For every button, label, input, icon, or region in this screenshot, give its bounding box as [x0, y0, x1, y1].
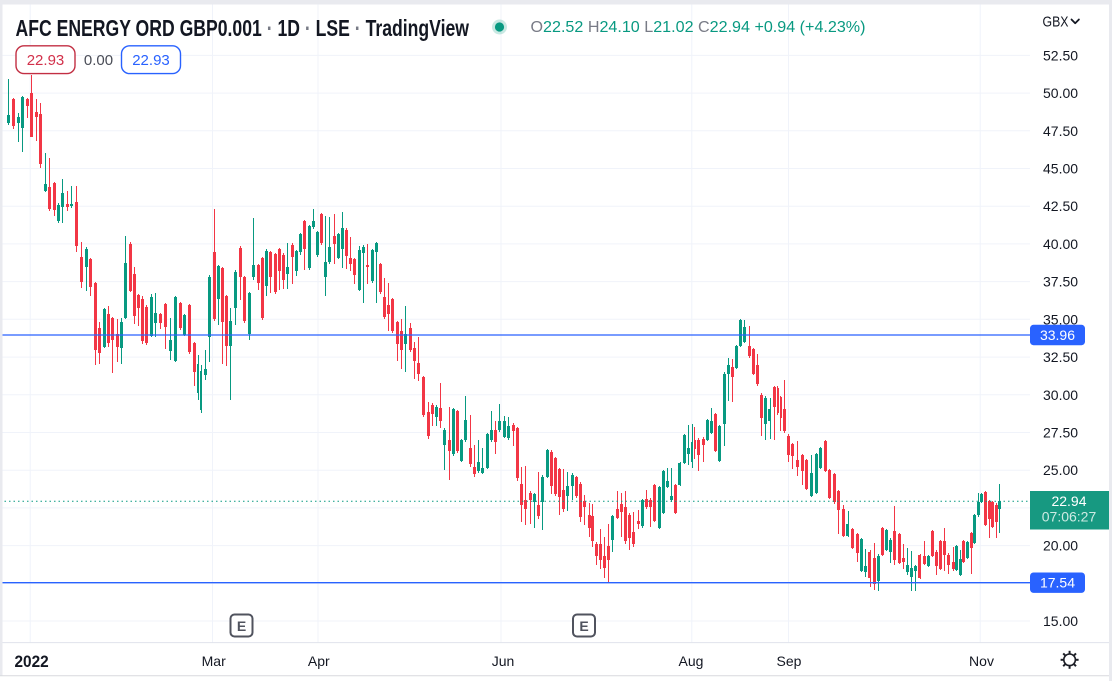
svg-text:Nov: Nov [969, 653, 994, 669]
svg-text:2022: 2022 [15, 652, 49, 671]
svg-text:0.00: 0.00 [84, 52, 113, 69]
svg-text:17.54: 17.54 [1040, 575, 1075, 591]
svg-text:AFC ENERGY ORD GBP0.001 · 1D ·: AFC ENERGY ORD GBP0.001 · 1D · LSE · Tra… [16, 15, 470, 41]
svg-text:Apr: Apr [308, 653, 330, 669]
svg-text:45.00: 45.00 [1043, 161, 1078, 177]
svg-text:GBX: GBX [1043, 14, 1069, 31]
svg-text:50.00: 50.00 [1043, 85, 1078, 101]
svg-text:Mar: Mar [202, 653, 226, 669]
svg-text:Jun: Jun [492, 653, 515, 669]
svg-text:O22.52 H24.10 L21.02 C22.94: O22.52 H24.10 L21.02 C22.94 +0.94 (+4.23… [531, 19, 866, 36]
svg-text:E: E [237, 618, 246, 634]
svg-text:20.00: 20.00 [1043, 538, 1078, 554]
svg-text:07:06:27: 07:06:27 [1042, 509, 1097, 525]
svg-text:22.93: 22.93 [27, 52, 65, 69]
svg-text:E: E [579, 618, 588, 634]
svg-text:52.50: 52.50 [1043, 47, 1078, 63]
svg-text:40.00: 40.00 [1043, 236, 1078, 252]
svg-text:27.50: 27.50 [1043, 425, 1078, 441]
svg-text:42.50: 42.50 [1043, 198, 1078, 214]
svg-text:25.00: 25.00 [1043, 462, 1078, 478]
svg-text:35.00: 35.00 [1043, 311, 1078, 327]
svg-text:Aug: Aug [679, 653, 704, 669]
svg-text:15.00: 15.00 [1043, 613, 1078, 629]
svg-text:22.93: 22.93 [132, 52, 170, 69]
svg-text:37.50: 37.50 [1043, 274, 1078, 290]
svg-text:47.50: 47.50 [1043, 123, 1078, 139]
svg-text:33.96: 33.96 [1040, 327, 1075, 343]
svg-text:32.50: 32.50 [1043, 349, 1078, 365]
svg-text:Sep: Sep [777, 653, 802, 669]
svg-text:22.94: 22.94 [1051, 493, 1086, 509]
svg-text:30.00: 30.00 [1043, 387, 1078, 403]
